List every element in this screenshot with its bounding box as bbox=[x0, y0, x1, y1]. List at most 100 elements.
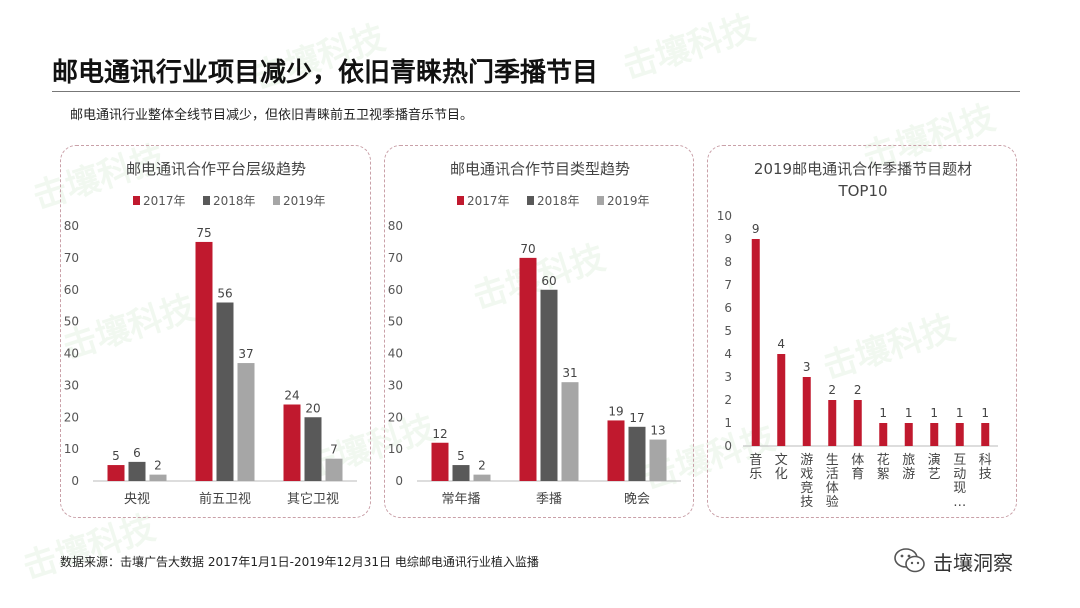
watermark: 击壤科技 bbox=[618, 7, 760, 88]
y-tick-label: 10 bbox=[64, 442, 79, 456]
y-tick-label: 10 bbox=[388, 442, 403, 456]
y-tick-label: 50 bbox=[388, 315, 403, 329]
brand-badge: 击壤洞察 bbox=[893, 545, 1013, 577]
data-label: 24 bbox=[284, 389, 299, 403]
y-tick-label: 8 bbox=[724, 255, 732, 269]
legend-label: 2019年 bbox=[283, 194, 326, 208]
legend-swatch bbox=[203, 196, 210, 205]
y-tick-label: 20 bbox=[388, 410, 403, 424]
bar bbox=[452, 465, 470, 481]
chart-panel-platform: 邮电通讯合作平台层级趋势 2017年 2018年 2019年 0 10 20 30 40 50 60… bbox=[60, 145, 371, 518]
data-label: 4 bbox=[777, 337, 785, 351]
title-divider bbox=[52, 91, 1020, 92]
y-tick-label: 0 bbox=[71, 474, 79, 488]
x-tick-label: 体育 bbox=[851, 453, 864, 482]
y-tick-label: 30 bbox=[64, 378, 79, 392]
data-label: 2 bbox=[854, 383, 862, 397]
data-label: 12 bbox=[432, 427, 447, 441]
data-label: 37 bbox=[238, 347, 253, 361]
y-tick-label: 50 bbox=[64, 315, 79, 329]
bar bbox=[628, 426, 646, 481]
x-tick-label: 央视 bbox=[124, 492, 150, 507]
y-tick-label: 7 bbox=[724, 278, 732, 292]
x-tick-label: 科技 bbox=[979, 453, 992, 482]
bar bbox=[431, 442, 449, 481]
legend-swatch bbox=[133, 196, 140, 205]
bar bbox=[473, 474, 491, 481]
bar bbox=[195, 241, 213, 481]
data-label: 1 bbox=[981, 406, 989, 420]
data-label: 70 bbox=[520, 242, 535, 256]
data-label: 6 bbox=[133, 446, 141, 460]
bar bbox=[304, 417, 322, 481]
data-label: 17 bbox=[629, 411, 644, 425]
data-label: 60 bbox=[541, 274, 556, 288]
y-tick-label: 80 bbox=[64, 219, 79, 233]
x-tick-label: 生活体验 bbox=[826, 453, 839, 510]
y-tick-label: 60 bbox=[64, 283, 79, 297]
x-tick-label: 互动现… bbox=[953, 453, 966, 510]
bar bbox=[802, 377, 811, 446]
data-label: 56 bbox=[217, 287, 232, 301]
bar bbox=[128, 461, 146, 481]
y-tick-label: 3 bbox=[724, 370, 732, 384]
data-label: 19 bbox=[608, 404, 623, 418]
legend-label: 2019年 bbox=[607, 194, 650, 208]
data-label: 75 bbox=[196, 226, 211, 240]
x-tick-label: 游戏竞技 bbox=[800, 453, 813, 510]
legend-label: 2017年 bbox=[467, 194, 510, 208]
bar bbox=[561, 382, 579, 481]
platform-tier-chart: 邮电通讯合作平台层级趋势 2017年 2018年 2019年 0 10 20 30 40 50 60… bbox=[64, 160, 357, 507]
x-tick-label: 前五卫视 bbox=[199, 491, 251, 507]
data-label: 9 bbox=[752, 222, 760, 236]
y-tick-label: 4 bbox=[724, 347, 732, 361]
x-tick-label: 旅游 bbox=[902, 453, 915, 482]
legend-swatch bbox=[527, 196, 534, 205]
y-tick-label: 40 bbox=[388, 347, 403, 361]
y-tick-label: 40 bbox=[64, 347, 79, 361]
y-tick-label: 60 bbox=[388, 283, 403, 297]
wechat-icon bbox=[894, 548, 925, 573]
data-label: 7 bbox=[330, 443, 338, 457]
y-tick-label: 0 bbox=[724, 439, 732, 453]
data-label: 2 bbox=[828, 383, 836, 397]
data-label: 5 bbox=[112, 449, 120, 463]
data-label: 1 bbox=[930, 406, 938, 420]
program-type-chart: 邮电通讯合作节目类型趋势 2017年 2018年 2019年 0 10 20 30 40 50 60… bbox=[388, 160, 681, 507]
y-tick-label: 2 bbox=[724, 393, 732, 407]
chart-title: 邮电通讯合作节目类型趋势 bbox=[450, 160, 630, 178]
data-source-note: 数据来源：击壤广告大数据 2017年1月1日-2019年12月31日 电综邮电通… bbox=[60, 555, 539, 569]
bar bbox=[930, 423, 939, 446]
legend-swatch bbox=[273, 196, 280, 205]
bar bbox=[149, 474, 167, 481]
data-label: 20 bbox=[305, 401, 320, 415]
y-tick-label: 70 bbox=[64, 251, 79, 265]
bar bbox=[904, 423, 913, 446]
legend-label: 2018年 bbox=[537, 194, 580, 208]
bar bbox=[107, 465, 125, 481]
y-tick-label: 70 bbox=[388, 251, 403, 265]
bar bbox=[237, 363, 255, 481]
chart-title-line2: TOP10 bbox=[837, 182, 887, 200]
x-tick-label: 其它卫视 bbox=[287, 491, 339, 507]
data-label: 13 bbox=[650, 424, 665, 438]
page-title: 邮电通讯行业项目减少，依旧青睐热门季播节目 bbox=[52, 58, 599, 88]
chart-title: 2019邮电通讯合作季播节目题材 bbox=[754, 160, 972, 178]
bar bbox=[607, 420, 625, 481]
data-label: 3 bbox=[803, 360, 811, 374]
bar bbox=[540, 289, 558, 481]
data-label: 1 bbox=[905, 406, 913, 420]
data-label: 1 bbox=[956, 406, 964, 420]
bar bbox=[325, 458, 343, 481]
data-label: 2 bbox=[478, 459, 486, 473]
x-tick-label: 文化 bbox=[775, 453, 788, 482]
x-tick-label: 常年播 bbox=[441, 492, 480, 507]
top10-topic-chart: 2019邮电通讯合作季播节目题材 TOP10 0 1 2 3 4 5 6 7 8 9 10 9 音乐 4 文化 3… bbox=[717, 160, 998, 510]
chart-panel-program-type: 邮电通讯合作节目类型趋势 2017年 2018年 2019年 0 10 20 30 40 50 60… bbox=[384, 145, 694, 518]
y-tick-label: 80 bbox=[388, 219, 403, 233]
x-tick-label: 演艺 bbox=[928, 452, 941, 482]
data-label: 31 bbox=[562, 366, 577, 380]
legend-swatch bbox=[457, 196, 464, 205]
bar bbox=[828, 400, 837, 446]
chart-title: 邮电通讯合作平台层级趋势 bbox=[126, 160, 306, 178]
